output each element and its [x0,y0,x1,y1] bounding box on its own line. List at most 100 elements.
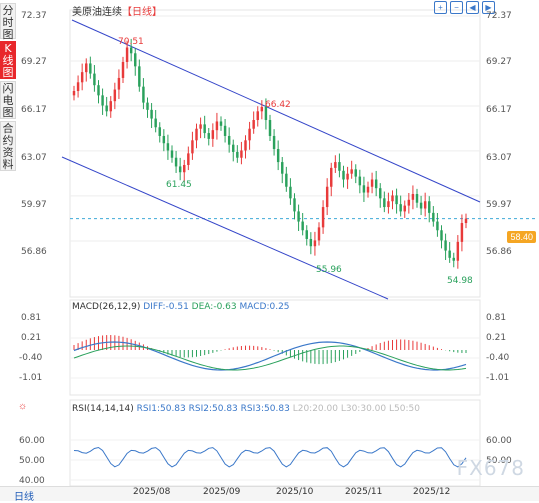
candle-body [93,73,96,86]
candle-body [423,201,427,209]
candle-body [268,120,272,136]
price-axis-left-label: 59.97 [21,200,47,210]
rsi-axis-left-label: 40.00 [19,476,45,486]
candle-body [428,201,431,213]
price-annotation-label: 61.45 [166,180,192,190]
candle-body [109,101,112,112]
candle-body [89,63,92,74]
date-axis-label: 2025/10 [276,487,314,497]
macd-value: MACD:0.25 [239,302,290,312]
candle-body [305,230,308,239]
candle-body [289,186,292,199]
candle-body [134,53,137,67]
macd-axis-right-label: 0.21 [486,333,507,343]
candle-body [456,241,460,261]
candle-body [248,128,251,141]
candle-body [232,144,235,152]
candle-body [195,128,198,141]
macd-axis-left-label: 0.21 [21,333,42,343]
candle-body [105,105,108,112]
zoom-out-icon[interactable]: − [450,1,463,14]
rsi-title: RSI(14,14,14) [72,404,134,414]
candle-body [460,223,464,242]
candle-body [350,169,353,174]
candle-body [387,201,390,208]
candle-body [297,211,300,222]
candle-body [72,91,76,96]
right-arrow-icon[interactable]: ▶ [482,1,495,14]
l30-value: L30:30.00 [340,404,387,414]
macd-diff-line [73,341,467,371]
trend-channel [61,19,481,300]
candle-body [338,162,341,171]
candle-body [264,106,268,121]
candle-body [281,162,284,174]
candle-body [85,63,88,73]
channel-lower-line [61,156,389,300]
tab-contract-info[interactable]: 合约资料 [0,121,16,171]
candle-body [256,111,259,121]
candle-body [183,164,186,173]
tab-kline-chart[interactable]: K线图 [0,41,16,79]
candle-body [113,89,117,102]
tab-time-chart[interactable]: 分时图 [0,3,16,41]
candle-body [411,193,415,200]
candle-body [199,124,202,129]
left-arrow-icon[interactable]: ◀ [466,1,479,14]
instrument-title: 美原油连续 [72,7,122,18]
macd-diff: DIFF:-0.51 [143,302,189,312]
candle-body [432,212,435,222]
settings-icon[interactable]: ☼ [18,401,28,412]
date-axis-label: 2025/08 [133,487,171,497]
rsi-axis-right-label: 50.00 [486,456,512,466]
candle-body [366,186,370,193]
rsi-header: RSI(14,14,14) RSI1:50.83 RSI2:50.83 RSI3… [72,404,420,414]
price-annotation-label: 54.98 [447,276,473,286]
candle-body [407,199,411,206]
candle-body [285,173,288,187]
price-annotation-label: 55.96 [316,265,342,275]
candle-body [334,162,337,168]
macd-panel [73,335,467,371]
date-axis-label: 2025/11 [345,487,383,497]
candle-body [207,133,210,139]
candle-body [244,140,247,151]
tab-flash-chart[interactable]: 闪电图 [0,81,16,119]
watermark-logo: FX678 [456,456,525,480]
price-axis-left-label: 56.86 [21,247,47,257]
candle-body [158,127,161,136]
candle-body [97,85,100,96]
period-selector[interactable]: 日线 [14,492,34,503]
macd-axis-right-label: 0.81 [486,313,507,323]
zoom-in-icon[interactable]: + [434,1,447,14]
macd-title: MACD(26,12,9) [72,302,141,312]
chart-header: 美原油连续【日线】 [72,3,162,18]
candle-body [170,150,174,158]
candle-body [313,240,317,247]
rsi-panel [73,446,467,468]
candle-body [276,149,280,163]
price-axis-left-label: 69.27 [21,57,47,67]
candle-body [162,135,166,144]
candle-body [362,185,366,193]
candle-body [101,95,104,106]
candle-body [166,143,170,151]
candle-body [415,193,419,203]
candle-body [403,205,406,212]
chart-grid [69,9,536,487]
macd-axis-left-label: 0.81 [21,313,42,323]
candle-body [374,179,378,189]
candle-body [419,202,423,209]
candle-body [174,157,178,167]
date-axis-label: 2025/09 [203,487,241,497]
candle-body [178,166,182,173]
candle-body [260,106,264,112]
price-axis-right-label: 69.27 [486,57,512,67]
current-price-tag: 58.40 [507,231,536,243]
candle-body [191,140,194,154]
rsi-axis-left-label: 50.00 [19,456,45,466]
candle-body [330,167,333,187]
l20-value: L20:20.00 [292,404,338,414]
candle-body [309,238,313,247]
candle-body [452,257,455,261]
